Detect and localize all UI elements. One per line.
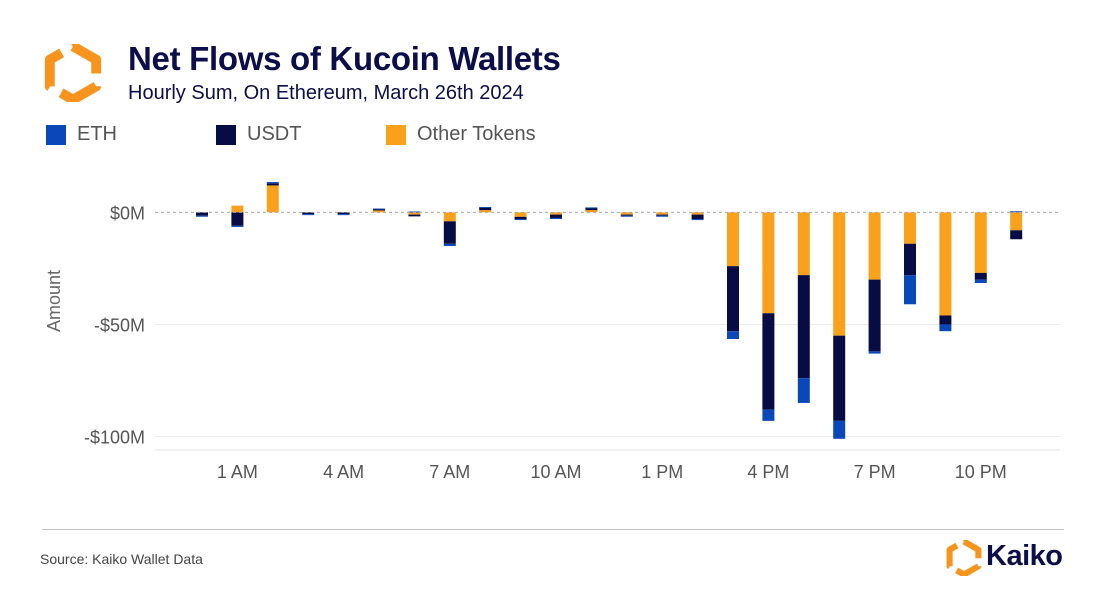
y-tick-label: -$100M (84, 428, 145, 448)
bar-segment-usdt (196, 212, 208, 216)
legend-swatch-other-tokens (386, 125, 406, 145)
bar-segment-other-tokens (727, 212, 739, 267)
bar-segment-other-tokens (231, 205, 244, 213)
bar-segment-usdt (443, 221, 456, 244)
bar-segment-other-tokens (691, 212, 704, 215)
brand: Kaiko (946, 538, 1076, 578)
bar-segment-eth (443, 243, 456, 246)
legend-label-other-tokens: Other Tokens (417, 123, 536, 145)
bar-segment-eth (337, 214, 350, 216)
legend-label-eth: ETH (77, 123, 117, 145)
net-flows-bar-chart: $0M -$50M -$100M Amount 1 AM 4 AM 7 AM 10 AM 1 P… (44, 182, 1060, 482)
x-tick-label: 7 AM (429, 462, 470, 482)
bar-segment-eth (550, 217, 562, 219)
x-tick-label: 4 AM (323, 462, 364, 482)
y-tick-label: $0M (110, 203, 145, 223)
x-tick-label: 1 AM (217, 462, 258, 482)
bar-segment-other-tokens (939, 212, 952, 316)
bar-segment-eth (974, 279, 987, 283)
bar-segment-eth (797, 378, 810, 403)
bar-segment-eth (196, 215, 208, 217)
bar-segment-usdt (727, 266, 739, 332)
bar-segment-eth (939, 324, 952, 332)
bar-segment-eth (266, 182, 279, 184)
bar-segment-eth (373, 208, 385, 210)
bar-segment-eth (833, 420, 846, 439)
y-axis-title: Amount (44, 270, 64, 332)
chart-subtitle: Hourly Sum, On Ethereum, March 26th 2024 (128, 82, 524, 104)
bar-segment-usdt (266, 183, 279, 186)
legend-swatch-eth (46, 125, 66, 145)
bar-segment-eth (762, 409, 775, 421)
bar-segment-usdt (231, 212, 244, 226)
bar-segment-usdt (514, 216, 527, 220)
bar-segment-eth (656, 215, 669, 217)
bar-segment-usdt (904, 243, 916, 276)
bar-segment-usdt (974, 272, 987, 280)
bar-segment-other-tokens (550, 212, 562, 215)
bar-segment-eth (479, 206, 492, 208)
bar-segment-eth (868, 351, 881, 354)
bar-segment-other-tokens (266, 185, 279, 213)
x-tick-label: 4 PM (747, 462, 789, 482)
bar-segment-other-tokens (479, 210, 492, 213)
bar-segment-other-tokens (656, 212, 669, 215)
bar-segment-usdt (479, 207, 492, 211)
source-note: Source: Kaiko Wallet Data (40, 551, 203, 567)
bar-segment-usdt (762, 313, 775, 410)
bar-segment-other-tokens (373, 210, 385, 213)
bar-segment-usdt (691, 214, 704, 220)
bar-segment-eth (1010, 211, 1023, 213)
bar-segment-usdt (868, 279, 881, 352)
bar-segment-other-tokens (762, 212, 775, 314)
legend-label-usdt: USDT (247, 123, 302, 145)
bar-segment-eth (514, 219, 527, 221)
bar-segment-usdt (337, 212, 350, 215)
bar-segment-other-tokens (1010, 212, 1023, 231)
bar-segment-usdt (550, 214, 562, 218)
bar-segment-usdt (620, 214, 633, 216)
bar-segment-other-tokens (797, 212, 810, 276)
bar-segment-other-tokens (620, 212, 633, 215)
bar-segment-other-tokens (585, 210, 598, 213)
bar-segment-usdt (302, 212, 315, 215)
bar-segment-usdt (656, 214, 669, 216)
bar-segment-usdt (585, 207, 598, 211)
bar-segment-eth (620, 215, 633, 217)
bar-segment-eth (231, 225, 244, 227)
bar-segment-eth (904, 275, 916, 305)
bar-segment-usdt (797, 275, 810, 379)
bar-segment-other-tokens (904, 212, 916, 244)
bar-segment-other-tokens (868, 212, 881, 280)
bar-segment-other-tokens (833, 212, 846, 336)
brand-name: Kaiko (986, 540, 1063, 572)
x-tick-label: 7 PM (854, 462, 896, 482)
chart-title: Net Flows of Kucoin Wallets (128, 40, 561, 77)
x-tick-label: 1 PM (641, 462, 683, 482)
bar-segment-usdt (833, 335, 846, 421)
bar-segment-eth (302, 214, 315, 216)
kaiko-logo (44, 44, 102, 102)
x-tick-label: 10 PM (955, 462, 1007, 482)
x-tick-label: 10 AM (530, 462, 581, 482)
footer-divider (42, 529, 1064, 530)
bar-segment-other-tokens (443, 212, 456, 222)
bar-segment-usdt (1010, 230, 1023, 240)
bar-segment-usdt (373, 209, 385, 211)
y-tick-label: -$50M (94, 315, 145, 335)
kaiko-hexagon-logo-icon (946, 540, 982, 576)
legend-swatch-usdt (216, 125, 236, 145)
bar-segment-other-tokens (408, 212, 421, 215)
bar-segment-usdt (939, 315, 952, 325)
bar-segment-other-tokens (514, 212, 527, 217)
bar-segment-eth (727, 331, 739, 340)
bar-segment-eth (585, 207, 598, 209)
bar-segment-other-tokens (974, 212, 987, 273)
bar-segment-usdt (408, 214, 421, 217)
bar-segment-eth (691, 219, 704, 221)
